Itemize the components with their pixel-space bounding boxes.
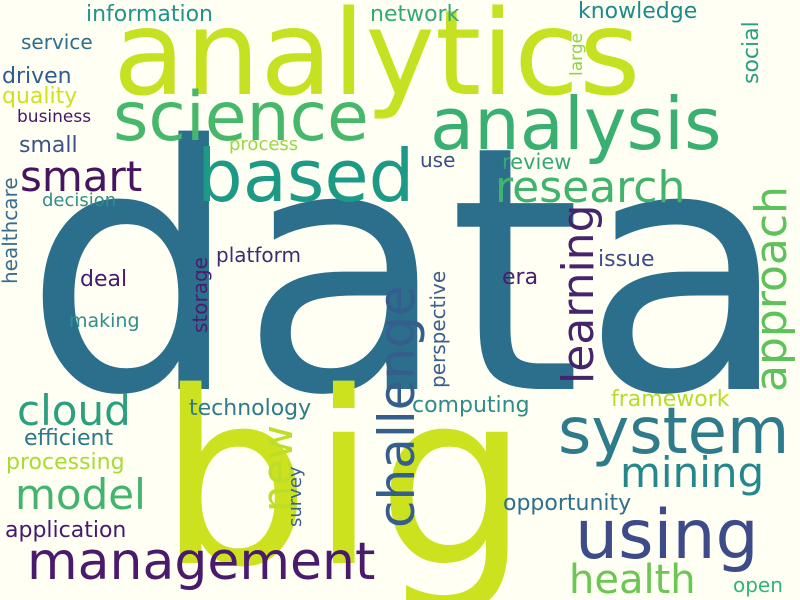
word-knowledge: knowledge [578, 0, 698, 24]
word-processing: processing [6, 450, 125, 475]
word-decision: decision [42, 190, 117, 211]
word-era: era [502, 265, 539, 290]
word-analysis: analysis [430, 82, 722, 166]
word-small: small [19, 133, 78, 158]
word-mining: mining [620, 448, 765, 497]
word-process: process [229, 134, 299, 155]
word-network: network [370, 2, 460, 27]
word-efficient: efficient [24, 426, 114, 451]
word-learning: learning [553, 204, 604, 384]
word-analytics: analytics [113, 0, 641, 122]
word-approach: approach [746, 186, 797, 392]
word-driven: driven [2, 64, 72, 89]
word-computing: computing [412, 393, 530, 418]
word-framework: framework [611, 387, 730, 412]
word-research: research [495, 162, 686, 213]
word-social: social [739, 21, 764, 84]
word-management: management [27, 532, 376, 592]
word-platform: platform [216, 243, 301, 267]
word-service: service [21, 30, 93, 54]
word-deal: deal [80, 267, 128, 292]
word-science: science [113, 78, 369, 157]
word-using: using [575, 496, 759, 575]
word-information: information [86, 2, 213, 27]
word-issue: issue [598, 247, 655, 272]
word-healthcare: healthcare [0, 177, 22, 284]
word-health: health [569, 557, 696, 600]
word-cloud: cloud [17, 386, 131, 435]
word-storage: storage [188, 257, 212, 333]
word-quality: quality [2, 84, 78, 109]
word-making: making [69, 310, 140, 332]
word-application: application [5, 518, 127, 543]
word-use: use [420, 148, 456, 172]
word-smart: smart [20, 152, 143, 201]
word-large: large [567, 32, 587, 76]
word-perspective: perspective [426, 270, 450, 388]
word-business: business [17, 107, 92, 127]
word-data: data [24, 74, 790, 470]
word-survey: survey [285, 466, 306, 527]
word-model: model [15, 470, 146, 519]
word-big: big [158, 340, 530, 600]
word-system: system [558, 395, 790, 469]
word-opportunity: opportunity [503, 491, 632, 516]
word-technology: technology [189, 396, 312, 421]
word-open: open [733, 573, 783, 597]
word-based: based [197, 134, 415, 218]
word-review: review [502, 150, 572, 174]
